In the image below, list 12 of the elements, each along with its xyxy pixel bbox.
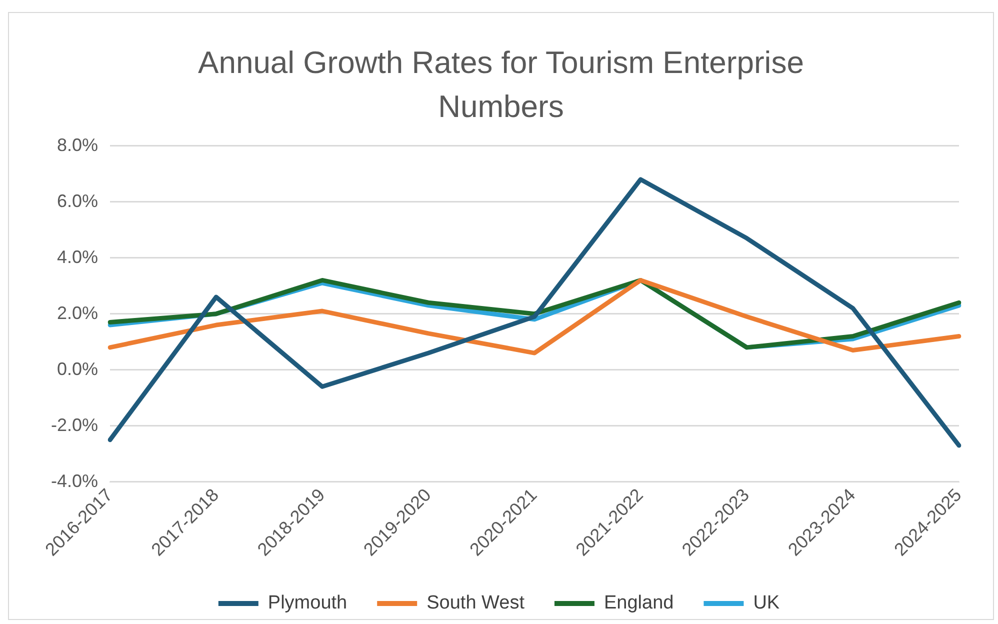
- y-tick-label: 4.0%: [56, 246, 98, 267]
- y-tick-label: -4.0%: [50, 470, 98, 491]
- legend-label: UK: [753, 592, 780, 614]
- chart-title: Annual Growth Rates for Tourism Enterprise Numbers: [197, 44, 805, 126]
- y-tick-label: 8.0%: [56, 134, 98, 155]
- y-tick-label: 2.0%: [56, 302, 98, 323]
- y-tick-label: -2.0%: [50, 414, 98, 435]
- legend-label: Plymouth: [268, 592, 348, 614]
- y-tick-label: 6.0%: [56, 190, 98, 211]
- legend-label: South West: [426, 592, 526, 614]
- legend-label: England: [604, 592, 674, 614]
- y-tick-label: 0.0%: [56, 358, 98, 379]
